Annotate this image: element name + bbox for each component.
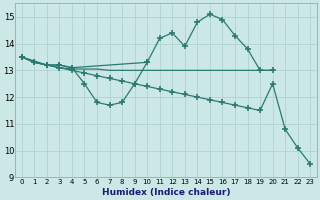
X-axis label: Humidex (Indice chaleur): Humidex (Indice chaleur) <box>102 188 230 197</box>
